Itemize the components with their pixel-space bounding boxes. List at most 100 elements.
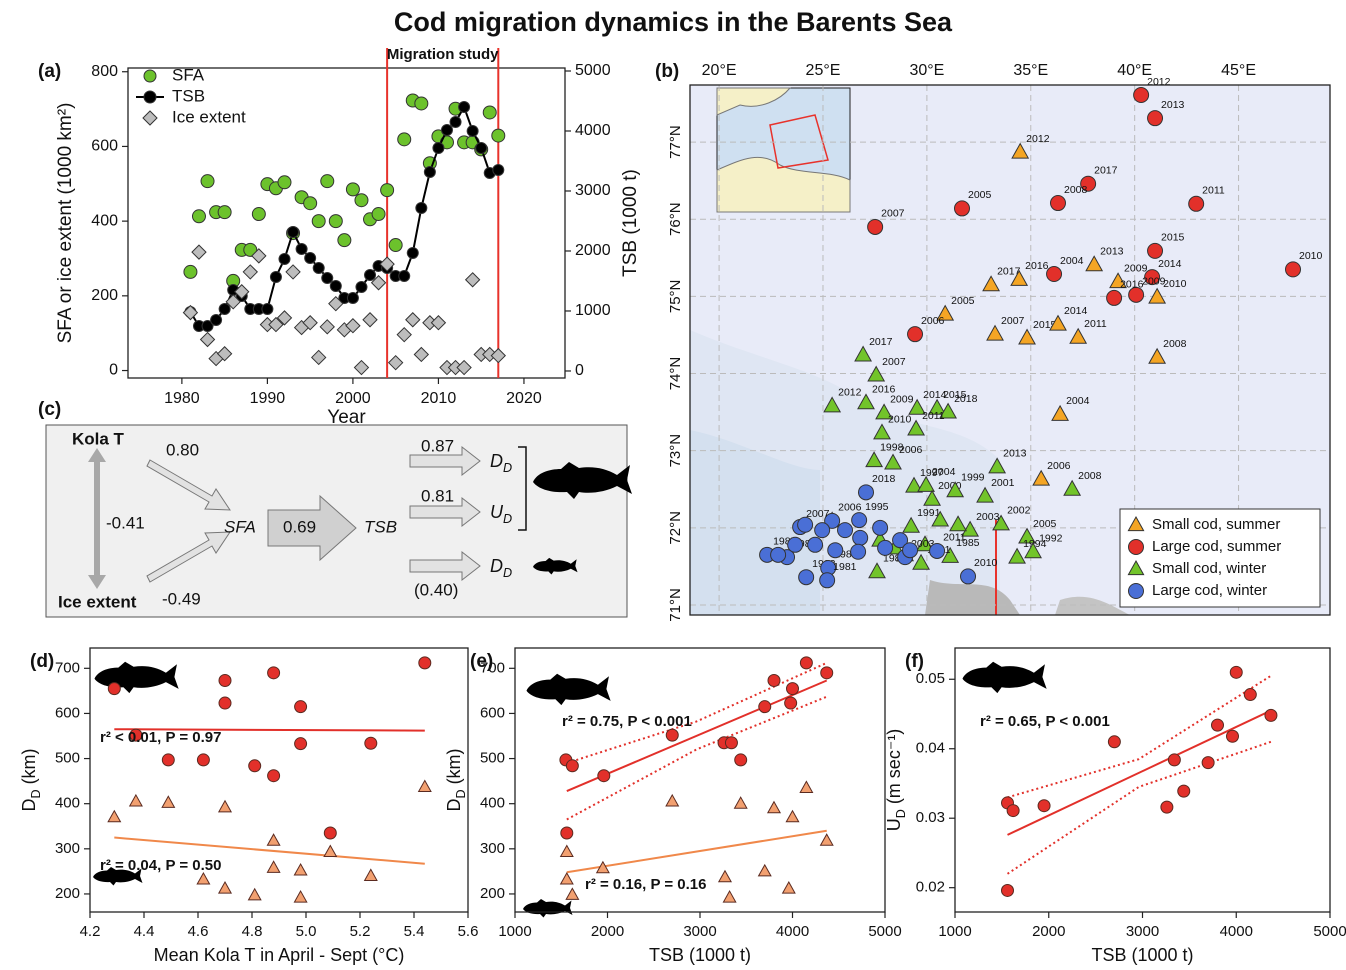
- data-point: [823, 396, 842, 413]
- y-tick-label: 75°N: [667, 280, 684, 314]
- data-point: [902, 516, 921, 533]
- data-point: [1109, 272, 1127, 289]
- data-point: [267, 769, 281, 783]
- data-point: [1011, 142, 1030, 159]
- x-tick-label: 25°E: [806, 62, 841, 79]
- point-label: 1991: [917, 507, 941, 519]
- point-label: 2016: [1120, 279, 1144, 291]
- data-point: [559, 844, 574, 858]
- data-point: [787, 536, 804, 553]
- outcome-label-part: D: [503, 461, 512, 475]
- y2-axis-title: TSB (1000 t): [620, 169, 641, 277]
- node-label: TSB: [364, 517, 397, 536]
- point-label: 2014: [923, 389, 947, 401]
- data-point: [464, 272, 481, 288]
- data-point: [406, 246, 419, 259]
- data-point: [814, 522, 831, 539]
- y-tick-label: 77°N: [667, 125, 684, 159]
- point-label: 2011: [1202, 185, 1225, 197]
- outcome-label: DD: [490, 556, 512, 581]
- data-point: [449, 115, 462, 128]
- x-tick-label: 5.4: [404, 923, 425, 940]
- legend-label: SFA: [172, 65, 205, 84]
- data-point: [287, 225, 300, 238]
- data-point: [1264, 708, 1278, 722]
- y-tick-label: 72°N: [667, 511, 684, 545]
- data-point: [370, 275, 387, 291]
- legend-marker: [143, 69, 157, 83]
- point-label: 2011: [943, 532, 966, 544]
- data-point: [423, 165, 436, 178]
- legend-box: [1119, 508, 1321, 608]
- coefficient: 0.87: [421, 436, 454, 455]
- data-point: [807, 536, 824, 553]
- data-point: [218, 696, 232, 710]
- data-point: [417, 779, 432, 793]
- data-point: [329, 279, 342, 292]
- y-axis-title-part: D: [444, 799, 464, 812]
- point-label: 2017: [869, 336, 893, 348]
- fit-annotation: r² = 0.16, P = 0.16: [585, 876, 706, 893]
- data-point: [225, 294, 241, 310]
- legend-label: Large cod, winter: [1152, 582, 1267, 599]
- data-point: [982, 275, 1001, 292]
- fish-icon: [526, 673, 611, 706]
- data-point: [867, 218, 884, 235]
- data-point: [1006, 804, 1020, 818]
- panel-label: (c): [38, 399, 61, 420]
- point-label: 2004: [932, 466, 956, 478]
- fit-annotation: r² = 0.65, P < 0.001: [980, 713, 1110, 730]
- y2-tick-label: 2000: [575, 242, 611, 259]
- data-point: [482, 105, 497, 120]
- data-point: [1148, 287, 1167, 304]
- y-tick-label: 0.02: [916, 879, 945, 896]
- data-point: [354, 193, 369, 208]
- x-axis-title: Mean Kola T in April - Sept (°C): [154, 945, 405, 965]
- data-point: [820, 666, 834, 680]
- data-point: [758, 700, 772, 714]
- data-point: [328, 214, 343, 229]
- confidence-band: [566, 661, 828, 765]
- point-label: 2014: [1158, 258, 1182, 270]
- x-axis-title-part: TSB (1000 t): [649, 945, 751, 965]
- data-point: [216, 346, 233, 362]
- point-label: 2017: [1094, 165, 1118, 177]
- y-tick-label: 800: [91, 63, 118, 80]
- panel-label: (d): [30, 651, 54, 672]
- data-point: [908, 398, 927, 415]
- point-label: 2010: [1163, 278, 1187, 290]
- data-point: [323, 826, 337, 840]
- point-label: 2009: [1124, 263, 1148, 275]
- point-label: 2010: [1299, 250, 1323, 262]
- data-point: [1211, 718, 1224, 732]
- path-diagram: Kola T Ice extent SFA TSB 0.80 -0.41 -0.…: [45, 424, 632, 618]
- data-point: [1201, 756, 1215, 770]
- data-point: [565, 759, 579, 773]
- fit-annotation: r² = 0.75, P < 0.001: [562, 713, 692, 730]
- y-axis-title-part: (m sec⁻¹): [884, 729, 904, 810]
- data-point: [345, 318, 361, 334]
- panel-label: (f): [905, 651, 924, 672]
- point-label: 2009: [890, 394, 914, 406]
- data-point: [1285, 261, 1302, 278]
- legend-marker: [1128, 583, 1144, 599]
- data-point: [397, 132, 412, 147]
- point-label: 2004: [1066, 395, 1090, 407]
- outcome-label-part: D: [490, 556, 503, 576]
- fish-icon: [962, 661, 1047, 694]
- x-tick-label: 4000: [1220, 923, 1253, 940]
- data-point: [559, 871, 574, 885]
- data-point: [200, 174, 215, 189]
- data-point: [961, 520, 980, 537]
- x-tick-label: 1000: [938, 923, 971, 940]
- fish-icon: [94, 661, 179, 694]
- x-tick-label: 4.2: [80, 923, 101, 940]
- point-label: 2010: [888, 414, 912, 426]
- point-label: 2012: [1147, 76, 1171, 88]
- y2-tick-label: 1000: [575, 302, 611, 319]
- point-label: 2007: [882, 356, 906, 368]
- data-point: [665, 793, 680, 807]
- fit-annotation: r² = 0.04, P = 0.50: [100, 857, 221, 874]
- point-label: 2001: [991, 477, 1015, 489]
- data-point: [1069, 327, 1088, 344]
